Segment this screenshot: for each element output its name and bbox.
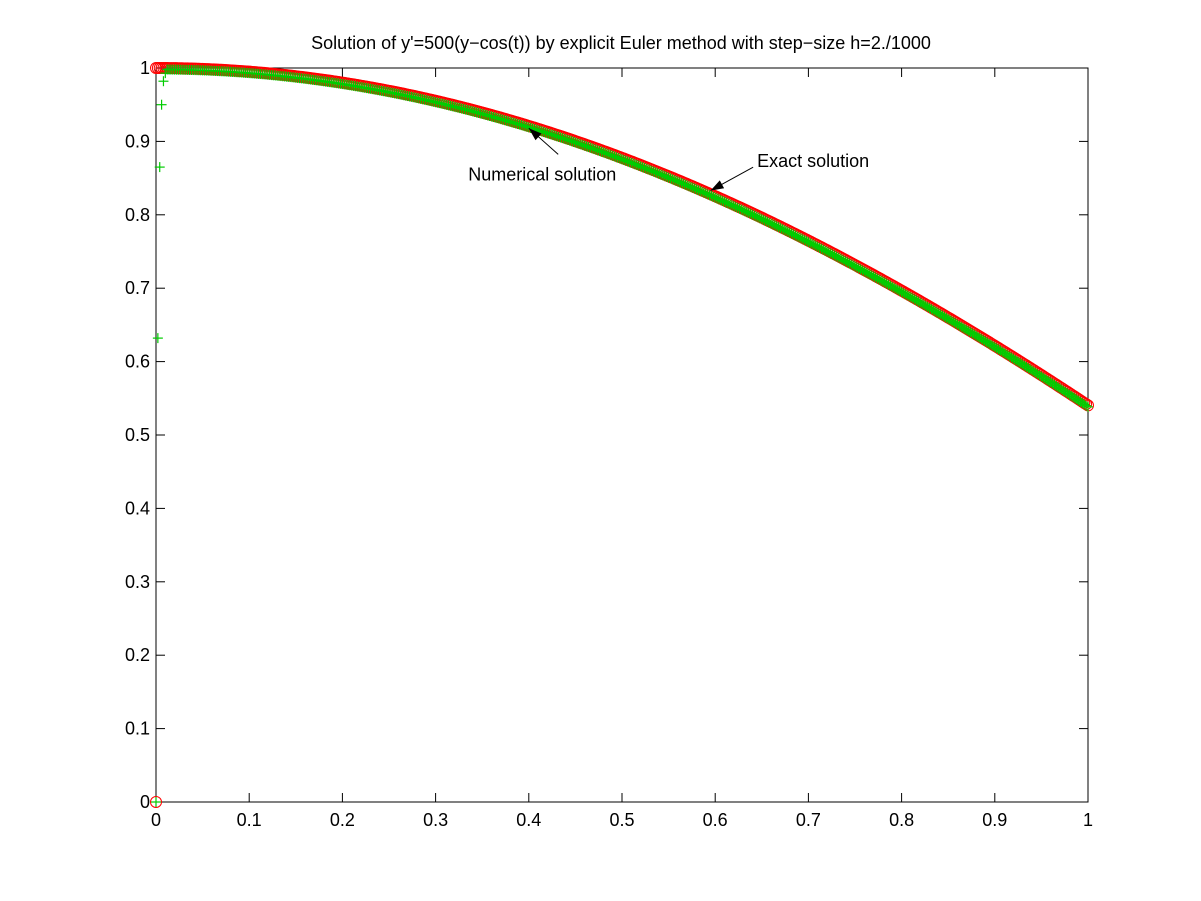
y-tick-label: 0.1 [125,719,150,739]
x-tick-label: 0.7 [796,810,821,830]
x-tick-label: 1 [1083,810,1093,830]
x-tick-label: 0.8 [889,810,914,830]
numerical-solution-label: Numerical solution [468,164,616,184]
x-tick-label: 0.6 [703,810,728,830]
numerical-solution-point [154,162,165,173]
x-tick-label: 0.5 [609,810,634,830]
x-tick-label: 0.4 [516,810,541,830]
x-tick-label: 0.3 [423,810,448,830]
axes-box [155,67,1089,803]
y-tick-label: 0 [140,792,150,812]
y-tick-label: 0.3 [125,572,150,592]
x-tick-label: 0.1 [237,810,262,830]
y-tick-label: 0.9 [125,131,150,151]
numerical-solution-point [156,99,167,110]
y-tick-label: 1 [140,58,150,78]
y-tick-label: 0.6 [125,352,150,372]
numerical-solution-point [158,76,169,87]
annotation-arrowhead [528,128,542,141]
axis-tick-labels: 0 0.1 0.2 0.3 0.4 0.5 0.6 0.7 0.8 0.9 1 0 0.1 0.2 0.3 0… [125,58,1093,830]
y-tick-label: 0.2 [125,645,150,665]
y-tick-label: 0.4 [125,498,150,518]
annotation-arrowhead [710,180,725,191]
exact-solution-point [150,796,162,808]
numerical-solution-point [1083,401,1093,412]
axis-ticks [155,67,1089,803]
numerical-solution-point [1081,400,1092,411]
chart-title: Solution of y'=500(y−cos(t)) by explicit… [311,33,931,53]
x-tick-label: 0.2 [330,810,355,830]
annotations: Numerical solution Exact solution [468,127,869,192]
numerical-solution-point [151,797,161,807]
x-tick-label: 0 [151,810,161,830]
numerical-solution-point [152,333,163,344]
plot-area: 0 0.1 0.2 0.3 0.4 0.5 0.6 0.7 0.8 0.9 1 0 0.1 0.2 0.3 0… [125,58,1094,830]
exact-solution-label: Exact solution [757,151,869,171]
y-tick-label: 0.5 [125,425,150,445]
x-tick-label: 0.9 [982,810,1007,830]
y-tick-label: 0.7 [125,278,150,298]
y-tick-label: 0.8 [125,205,150,225]
series-numerical-solution [151,64,1093,807]
